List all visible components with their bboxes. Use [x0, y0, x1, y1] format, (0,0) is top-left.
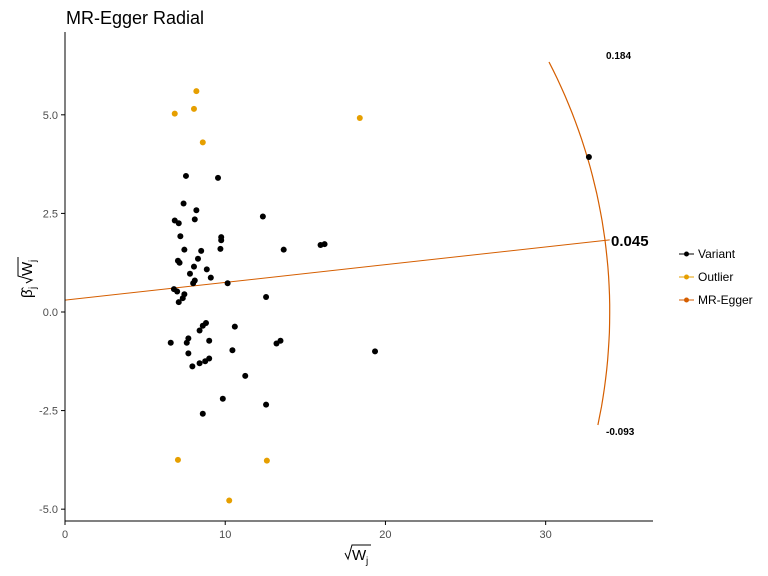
legend-item-mr-egger-label: MR-Egger — [698, 293, 753, 307]
variant-point — [224, 280, 231, 287]
legend-item-variant-dot — [684, 251, 689, 257]
chart-title: MR-Egger Radial — [66, 8, 204, 28]
lower-ci-label: -0.093 — [606, 427, 635, 438]
variant-point — [217, 245, 224, 252]
variant-point — [191, 216, 198, 223]
variant-point — [174, 288, 181, 295]
variant-point — [190, 263, 197, 270]
variant-point — [199, 410, 206, 417]
outlier-point — [193, 88, 200, 95]
legend-item-variant-label: Variant — [698, 247, 736, 261]
x-axis-title-sub: j — [365, 556, 368, 567]
y-axis-title-sqrt-symbol — [17, 257, 34, 284]
egger-regression-line — [64, 239, 610, 301]
variant-point — [185, 335, 192, 342]
axes-layer: 0 10 20 30 -5.0 -2.5 0.0 2.5 5.0 — [39, 32, 653, 541]
variant-point — [191, 277, 198, 284]
outlier-point — [199, 139, 206, 146]
variant-point — [196, 327, 203, 334]
egger-scale-arc — [548, 61, 611, 426]
variant-point — [181, 291, 188, 298]
legend-item-outlier-label: Outlier — [698, 270, 733, 284]
y-axis-title-w: W — [19, 261, 36, 276]
y-axis-title-w-sub: j — [28, 260, 39, 263]
x-tick-label: 20 — [379, 529, 391, 541]
x-tick-label: 10 — [219, 529, 231, 541]
variant-point — [259, 213, 266, 220]
variant-point — [218, 234, 225, 241]
y-tick-label: -5.0 — [39, 504, 58, 516]
variant-point — [206, 337, 213, 344]
variant-point — [585, 154, 592, 161]
outlier-point — [226, 497, 233, 504]
variant-point — [182, 172, 189, 179]
variant-point — [189, 363, 196, 370]
x-axis-title-text: W — [352, 547, 367, 564]
variant-point — [203, 266, 210, 273]
y-tick-label: 5.0 — [43, 110, 58, 122]
x-axis-title-sqrt-symbol — [344, 544, 371, 561]
legend: Variant Outlier MR-Egger — [679, 247, 753, 307]
variant-point — [186, 270, 193, 277]
variant-point — [177, 233, 184, 240]
variant-point — [198, 247, 205, 254]
variant-point — [207, 274, 214, 281]
outlier-point — [190, 105, 197, 112]
points-layer — [167, 88, 592, 504]
outlier-point — [171, 110, 178, 117]
variant-point — [206, 355, 213, 362]
y-axis-title-beta-sub: j — [28, 287, 39, 290]
variant-point — [181, 246, 188, 253]
variant-point — [180, 200, 187, 207]
variant-point — [219, 395, 226, 402]
variant-point — [176, 259, 183, 266]
variant-point — [215, 174, 222, 181]
outlier-point — [356, 114, 363, 121]
variant-point — [229, 347, 236, 354]
variant-point — [280, 246, 287, 253]
y-axis-title: β̂ j W j — [17, 257, 39, 298]
variant-point — [231, 323, 238, 330]
variant-point — [263, 294, 270, 301]
variant-point — [321, 241, 328, 248]
variant-point — [185, 350, 192, 357]
x-tick-label: 0 — [62, 529, 68, 541]
variant-point — [167, 339, 174, 346]
variant-point — [242, 372, 249, 379]
egger-layer — [64, 61, 611, 426]
y-tick-label: 2.5 — [43, 208, 58, 220]
estimate-label: 0.045 — [611, 233, 649, 250]
variant-point — [175, 220, 182, 227]
x-tick-label: 30 — [540, 529, 552, 541]
y-tick-label: -2.5 — [39, 406, 58, 418]
y-axis-title-beta: β̂ — [19, 286, 36, 298]
variant-point — [196, 360, 203, 367]
legend-item-mr-egger-dot — [684, 297, 689, 303]
legend-item-outlier-dot — [684, 274, 689, 280]
x-axis-title: W j — [344, 544, 371, 567]
variant-point — [372, 348, 379, 355]
outlier-point — [263, 457, 270, 464]
upper-ci-label: 0.184 — [606, 51, 631, 62]
variant-point — [277, 337, 284, 344]
variant-point — [193, 207, 200, 214]
variant-point — [263, 401, 270, 408]
y-tick-label: 0.0 — [43, 307, 58, 319]
variant-point — [194, 255, 201, 262]
outlier-point — [174, 456, 181, 463]
variant-point — [175, 299, 182, 306]
variant-point — [202, 320, 209, 327]
